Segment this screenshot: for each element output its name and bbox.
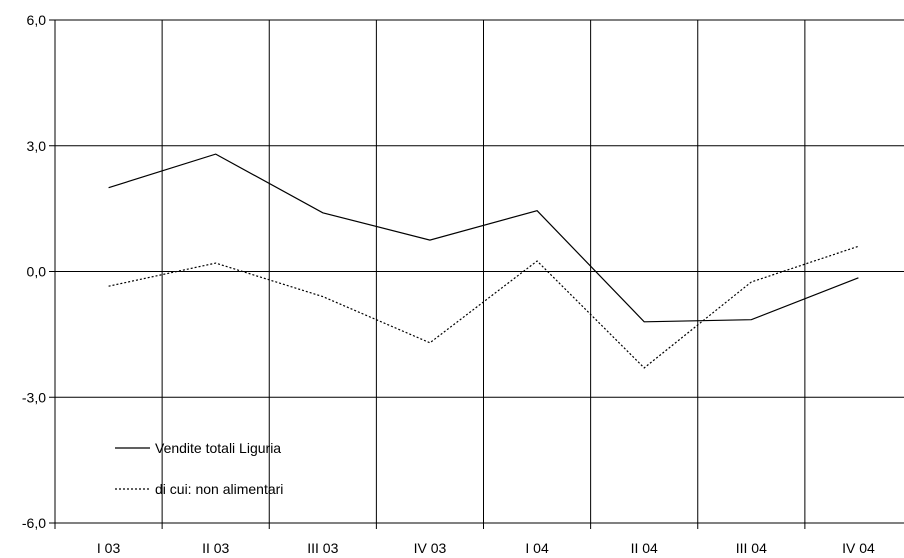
legend: Vendite totali Liguria di cui: non alimen… — [115, 440, 283, 497]
y-tick-label: -6,0 — [22, 515, 46, 531]
x-tick-label: I 03 — [97, 540, 121, 556]
x-tick-label: III 03 — [307, 540, 338, 556]
y-tick-label: 3,0 — [27, 138, 47, 154]
y-tick-label: 0,0 — [27, 264, 47, 280]
y-tick-label: -3,0 — [22, 389, 46, 405]
x-tick-label: IV 03 — [414, 540, 447, 556]
series-line-2 — [108, 245, 859, 369]
legend-label-2: di cui: non alimentari — [155, 481, 283, 497]
legend-label-1: Vendite totali Liguria — [155, 440, 281, 456]
series-layer — [108, 153, 859, 369]
x-tick-label: II 04 — [631, 540, 658, 556]
x-tick-label: IV 04 — [842, 540, 875, 556]
x-tick-label: III 04 — [736, 540, 767, 556]
y-tick-label: 6,0 — [27, 12, 47, 28]
x-tick-label: I 04 — [525, 540, 549, 556]
axis-layer: 6,0 3,0 0,0 -3,0 -6,0 I 03 II 03 III 03 IV 03 I 0… — [22, 12, 875, 556]
series-line-1 — [108, 153, 859, 323]
x-tick-label: II 03 — [202, 540, 229, 556]
